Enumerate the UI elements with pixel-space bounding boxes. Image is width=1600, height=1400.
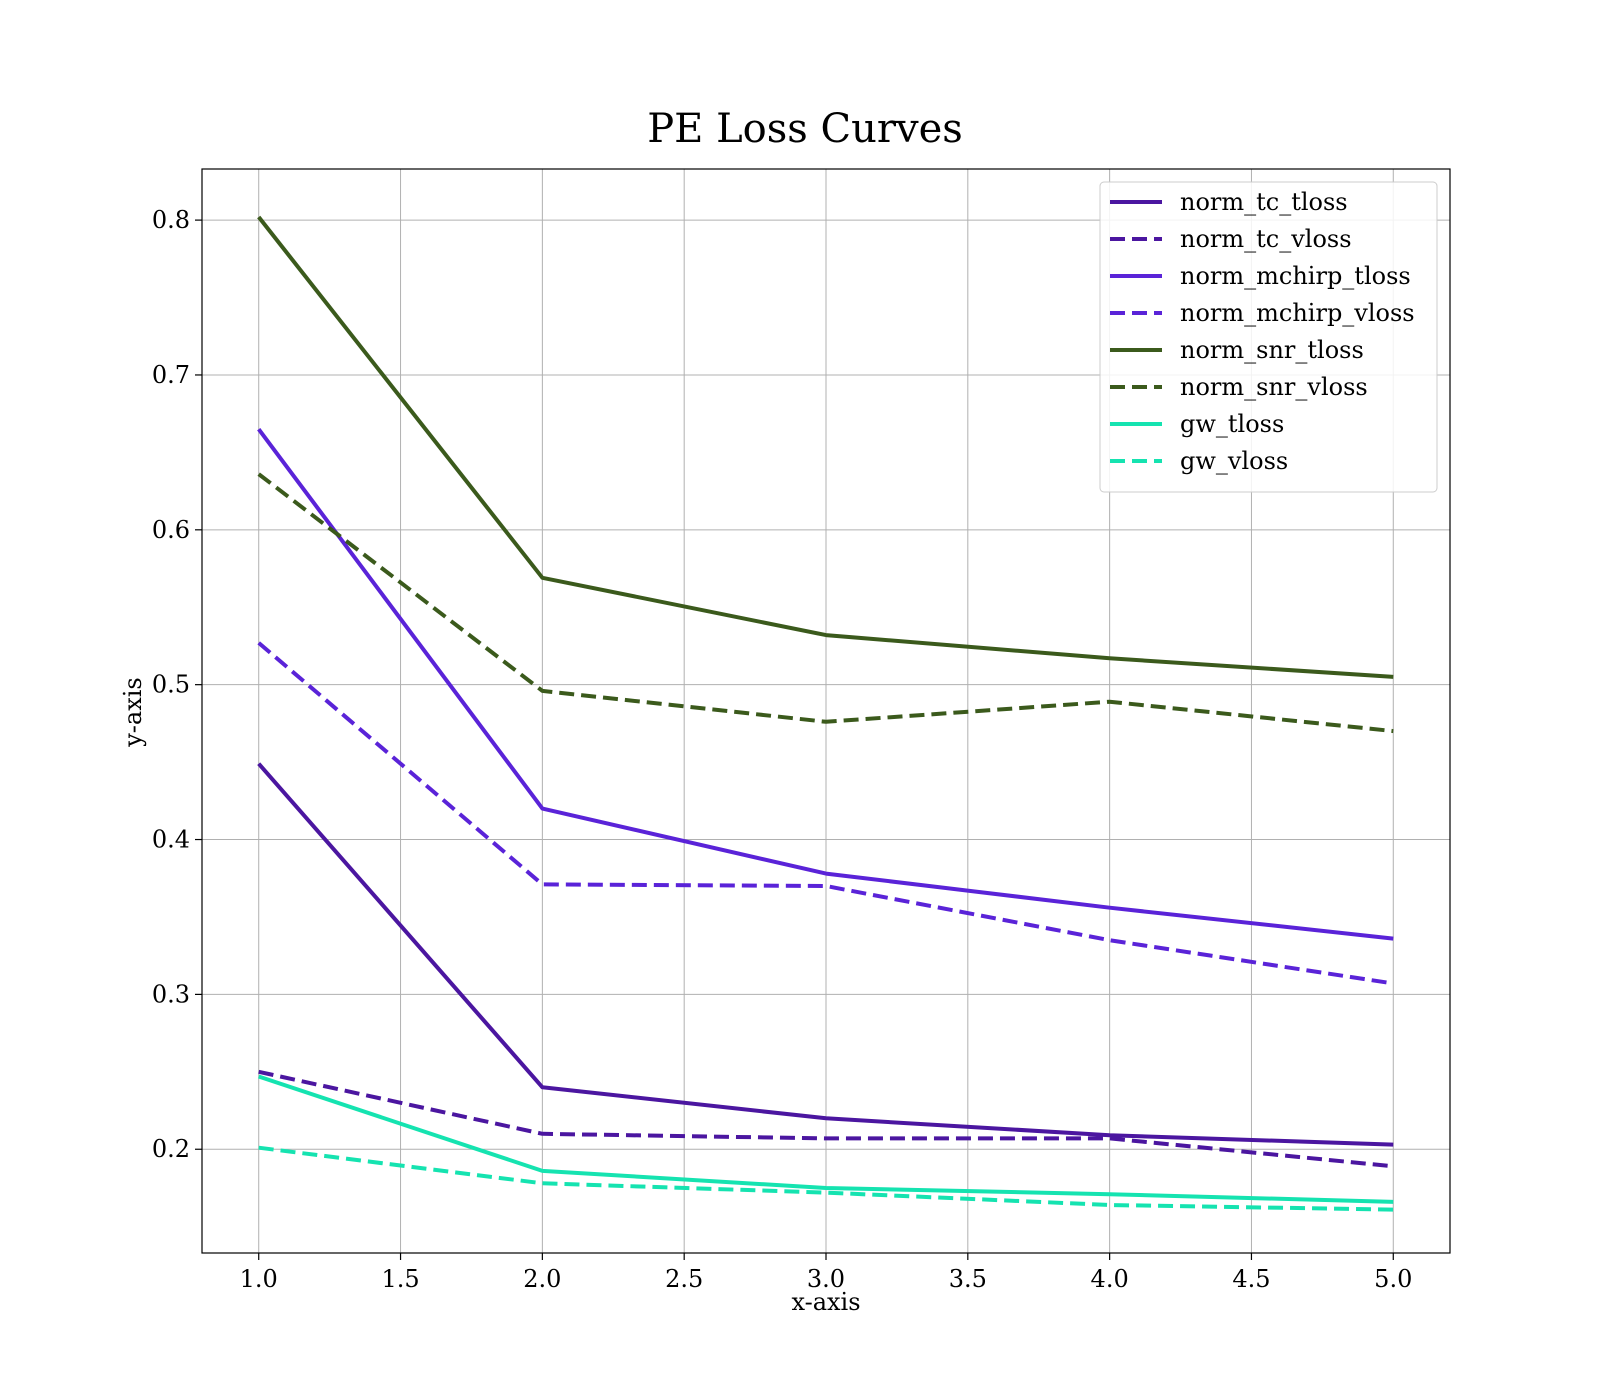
y-tick-label: 0.6 xyxy=(152,516,190,544)
series-line-gw-vloss xyxy=(258,1145,1394,1212)
y-tick-label: 0.4 xyxy=(152,826,190,854)
x-tick-label: 4.0 xyxy=(1091,1265,1129,1293)
y-tick-label: 0.5 xyxy=(152,671,190,699)
series-line-norm-tc-vloss xyxy=(258,1069,1394,1169)
y-tick-label: 0.2 xyxy=(152,1135,190,1163)
legend-label: gw_tloss xyxy=(1180,410,1284,438)
series-line-norm-snr-vloss xyxy=(257,472,1394,734)
x-tick-label: 4.5 xyxy=(1232,1265,1270,1293)
y-tick-label: 0.8 xyxy=(152,206,190,234)
legend-label: norm_snr_vloss xyxy=(1180,373,1368,401)
x-tick-label: 3.0 xyxy=(807,1265,845,1293)
legend-label: gw_vloss xyxy=(1180,447,1288,475)
x-axis-label: x-axis xyxy=(791,1288,860,1316)
series-line-norm-mchirp-vloss xyxy=(257,641,1394,986)
series-line-norm-mchirp-tloss xyxy=(257,428,1394,941)
x-tick-label: 5.0 xyxy=(1374,1265,1412,1293)
legend-label: norm_mchirp_tloss xyxy=(1180,262,1411,290)
series-line-norm-snr-tloss xyxy=(257,215,1394,679)
legend: norm_tc_tloss norm_tc_vloss norm_mchirp_tl… xyxy=(1099,181,1438,493)
y-tick-label: 0.7 xyxy=(152,361,190,389)
legend-label: norm_tc_tloss xyxy=(1180,188,1348,216)
series-layer xyxy=(257,215,1394,1212)
ticks: 1.0 1.5 2.0 2.5 3.0 3.5 4.0 4.5 5.0 0.2 0.3 0.4 0.5 0… xyxy=(152,206,1413,1293)
series-line-norm-tc-tloss xyxy=(257,762,1394,1147)
x-tick-label: 2.5 xyxy=(665,1265,703,1293)
legend-label: norm_snr_tloss xyxy=(1180,336,1364,364)
x-tick-label: 2.0 xyxy=(523,1265,561,1293)
chart-title: PE Loss Curves xyxy=(647,106,963,152)
series-line-gw-tloss xyxy=(258,1074,1394,1204)
x-tick-label: 1.5 xyxy=(381,1265,419,1293)
legend-label: norm_mchirp_vloss xyxy=(1180,299,1415,327)
legend-box xyxy=(1099,181,1438,493)
y-tick-label: 0.3 xyxy=(152,980,190,1008)
legend-label: norm_tc_vloss xyxy=(1180,225,1352,253)
x-tick-label: 3.5 xyxy=(949,1265,987,1293)
y-axis-label: y-axis xyxy=(119,677,147,748)
x-tick-label: 1.0 xyxy=(240,1265,278,1293)
